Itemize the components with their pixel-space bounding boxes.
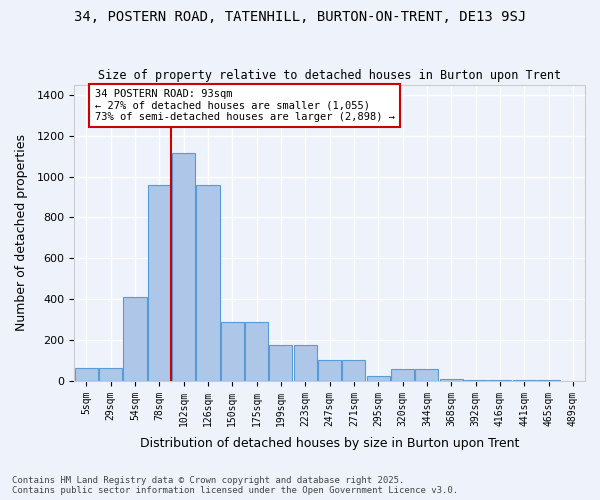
Bar (75, 368, 98, 381)
Bar (464, 380, 487, 381)
Text: 34, POSTERN ROAD, TATENHILL, BURTON-ON-TRENT, DE13 9SJ: 34, POSTERN ROAD, TATENHILL, BURTON-ON-T… (74, 10, 526, 24)
Bar (196, 184, 220, 381)
Bar (99, 368, 122, 381)
Bar (440, 379, 463, 381)
Bar (367, 376, 390, 381)
Bar (343, 360, 365, 381)
Bar (221, 322, 244, 381)
Text: 34 POSTERN ROAD: 93sqm
← 27% of detached houses are smaller (1,055)
73% of semi-: 34 POSTERN ROAD: 93sqm ← 27% of detached… (95, 89, 395, 122)
X-axis label: Distribution of detached houses by size in Burton upon Trent: Distribution of detached houses by size … (140, 437, 519, 450)
Title: Size of property relative to detached houses in Burton upon Trent: Size of property relative to detached ho… (98, 69, 561, 82)
Bar (172, 153, 195, 381)
Bar (245, 322, 268, 381)
Bar (391, 368, 414, 381)
Bar (537, 380, 560, 381)
Bar (148, 184, 171, 381)
Bar (415, 368, 439, 381)
Bar (269, 345, 292, 381)
Text: Contains HM Land Registry data © Crown copyright and database right 2025.
Contai: Contains HM Land Registry data © Crown c… (12, 476, 458, 495)
Bar (512, 380, 536, 381)
Bar (318, 360, 341, 381)
Y-axis label: Number of detached properties: Number of detached properties (15, 134, 28, 331)
Bar (294, 345, 317, 381)
Bar (124, 297, 146, 381)
Bar (488, 380, 511, 381)
